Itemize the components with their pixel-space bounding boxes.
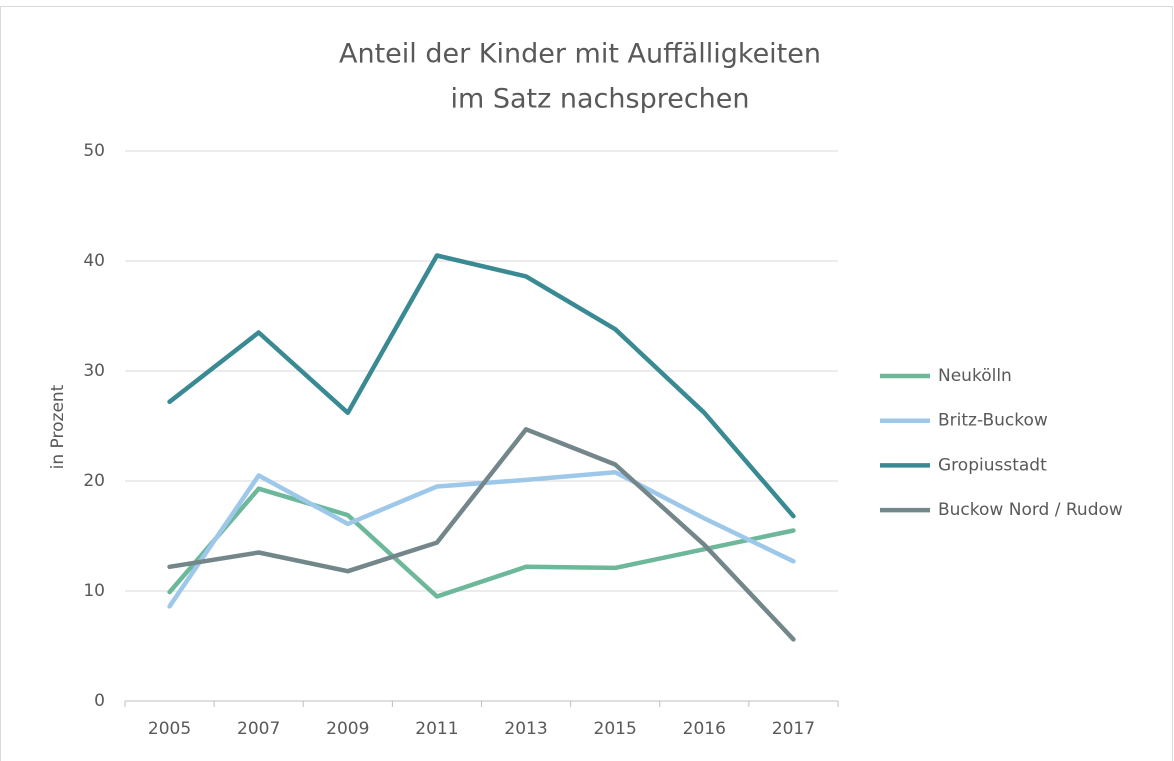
series-line — [167, 486, 796, 599]
legend-label: Buckow Nord / Rudow — [938, 500, 1123, 520]
y-tick-label: 20 — [83, 471, 105, 491]
x-tick-label: 2013 — [504, 719, 547, 739]
y-tick-label: 50 — [83, 141, 105, 161]
legend-label: Neukölln — [938, 366, 1012, 386]
y-tick-label: 30 — [83, 361, 105, 381]
y-tick-label: 0 — [94, 691, 105, 711]
legend-label: Gropiusstadt — [938, 455, 1047, 475]
y-axis-label: in Prozent — [48, 384, 68, 469]
x-tick-label: 2007 — [237, 719, 280, 739]
chart-title: im Satz nachsprechen — [450, 84, 749, 115]
series-line — [167, 427, 796, 642]
chart-title: Anteil der Kinder mit Auffälligkeiten — [339, 39, 821, 70]
y-tick-label: 10 — [83, 581, 105, 601]
y-tick-label: 40 — [83, 251, 105, 271]
x-tick-label: 2009 — [326, 719, 369, 739]
series-line — [167, 253, 796, 519]
x-tick-label: 2016 — [683, 719, 726, 739]
x-tick-label: 2011 — [415, 719, 458, 739]
legend-label: Britz-Buckow — [938, 411, 1048, 431]
x-tick-label: 2005 — [148, 719, 191, 739]
x-tick-label: 2017 — [772, 719, 815, 739]
x-tick-label: 2015 — [594, 719, 637, 739]
